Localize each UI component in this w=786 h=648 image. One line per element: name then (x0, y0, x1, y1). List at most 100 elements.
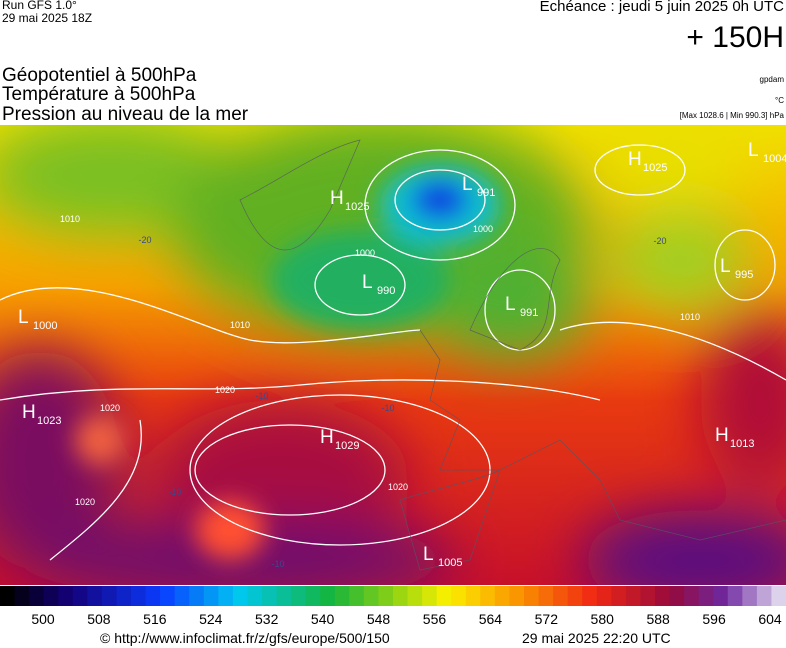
pressure-value: 1029 (335, 440, 359, 452)
layer-title: Température à 500hPa (2, 84, 196, 105)
pressure-letter: H (715, 425, 729, 446)
colorbar: 500 508 516 524 532 540 548 556 564 572 580 588 596 6… (0, 586, 786, 627)
colorbar-cell (0, 586, 16, 606)
colorbar-cell (101, 586, 117, 606)
pressure-letter: H (330, 188, 344, 209)
pressure-center: H 1025 (628, 149, 667, 174)
unit-label: gpdam (760, 75, 785, 84)
contour-label: 1010 (680, 312, 700, 322)
colorbar-cell (145, 586, 161, 606)
colorbar-cell (524, 586, 540, 606)
colorbar-cell (698, 586, 714, 606)
colorbar-tick-label: 548 (367, 611, 391, 627)
map-field (0, 125, 786, 585)
colorbar-tick-label: 564 (479, 611, 503, 627)
pressure-value: 1025 (345, 201, 369, 213)
pressure-center: H 1025 (330, 188, 369, 213)
run-date: 29 mai 2025 18Z (2, 11, 92, 25)
pressure-letter: L (462, 174, 473, 195)
pressure-letter: L (423, 544, 434, 565)
colorbar-cell (232, 586, 248, 606)
colorbar-cell (407, 586, 423, 606)
contour-label: 1020 (75, 497, 95, 507)
run-label: Run GFS 1.0° (2, 0, 77, 12)
colorbar-tick-label: 588 (646, 611, 670, 627)
pressure-letter: H (628, 149, 642, 170)
pressure-center: L 1005 (423, 544, 462, 569)
pressure-value: 990 (377, 285, 395, 297)
pressure-center: L 990 (362, 272, 395, 297)
colorbar-cell (87, 586, 103, 606)
colorbar-cell (480, 586, 496, 606)
colorbar-cell (756, 586, 772, 606)
colorbar-cell (625, 586, 641, 606)
colorbar-cell (58, 586, 74, 606)
timestamp: 29 mai 2025 22:20 UTC (522, 630, 671, 646)
contour-label: 1020 (215, 385, 235, 395)
contour-label: 1000 (355, 248, 375, 258)
layer-title: Pression au niveau de la mer (2, 104, 249, 125)
pressure-value: 1000 (33, 320, 57, 332)
pressure-value: 991 (520, 307, 538, 319)
pressure-center: L 991 (462, 174, 495, 199)
colorbar-cell (393, 586, 409, 606)
pressure-center: L 995 (720, 256, 753, 281)
colorbar-cell (349, 586, 365, 606)
contour-label: 1000 (473, 224, 493, 234)
lead-time: + 150H (686, 21, 784, 54)
colorbar-cell (160, 586, 176, 606)
colorbar-cell (655, 586, 671, 606)
pressure-center: L 1000 (18, 307, 57, 332)
colorbar-tick-label: 556 (423, 611, 447, 627)
pressure-center: H 1023 (22, 402, 61, 427)
pressure-value: 991 (477, 187, 495, 199)
colorbar-tick-label: 580 (591, 611, 615, 627)
colorbar-cell (203, 586, 219, 606)
colorbar-cell (611, 586, 627, 606)
colorbar-cell (727, 586, 743, 606)
pressure-value: 1004 (763, 153, 786, 165)
contour-label: 1020 (100, 403, 120, 413)
colorbar-cell (247, 586, 263, 606)
contour-label: 1020 (388, 482, 408, 492)
colorbar-cell (669, 586, 685, 606)
pressure-letter: L (748, 140, 759, 161)
pressure-center: L 991 (505, 294, 538, 319)
contour-label: -10 (255, 391, 268, 401)
coastlines (239, 139, 786, 571)
colorbar-cell (262, 586, 278, 606)
colorbar-cell (363, 586, 379, 606)
pressure-letter: L (18, 307, 29, 328)
colorbar-cell (276, 586, 292, 606)
contour-label: 1010 (230, 320, 250, 330)
colorbar-tick-label: 500 (31, 611, 55, 627)
colorbar-cell (509, 586, 525, 606)
colorbar-cell (422, 586, 438, 606)
colorbar-cell (116, 586, 132, 606)
pressure-center: L 1004 (748, 140, 786, 165)
pressure-value: 995 (735, 269, 753, 281)
colorbar-cell (436, 586, 452, 606)
contour-label: -10 (381, 403, 394, 413)
pressure-letter: L (720, 256, 731, 277)
colorbar-cell (742, 586, 758, 606)
contour-label: 1010 (60, 214, 80, 224)
contour-label: -10 (271, 559, 284, 569)
colorbar-cell (378, 586, 394, 606)
colorbar-cell (291, 586, 307, 606)
colorbar-cell (174, 586, 190, 606)
colorbar-tick-label: 604 (758, 611, 782, 627)
colorbar-cell (131, 586, 147, 606)
pressure-value: 1023 (37, 415, 61, 427)
colorbar-cell (14, 586, 30, 606)
colorbar-cell (538, 586, 554, 606)
colorbar-cell (334, 586, 350, 606)
colorbar-cell (582, 586, 598, 606)
pressure-value: 1025 (643, 162, 667, 174)
colorbar-cell (684, 586, 700, 606)
pressure-center: H 1013 (715, 425, 754, 450)
colorbar-cell (29, 586, 45, 606)
colorbar-tick-label: 508 (87, 611, 111, 627)
